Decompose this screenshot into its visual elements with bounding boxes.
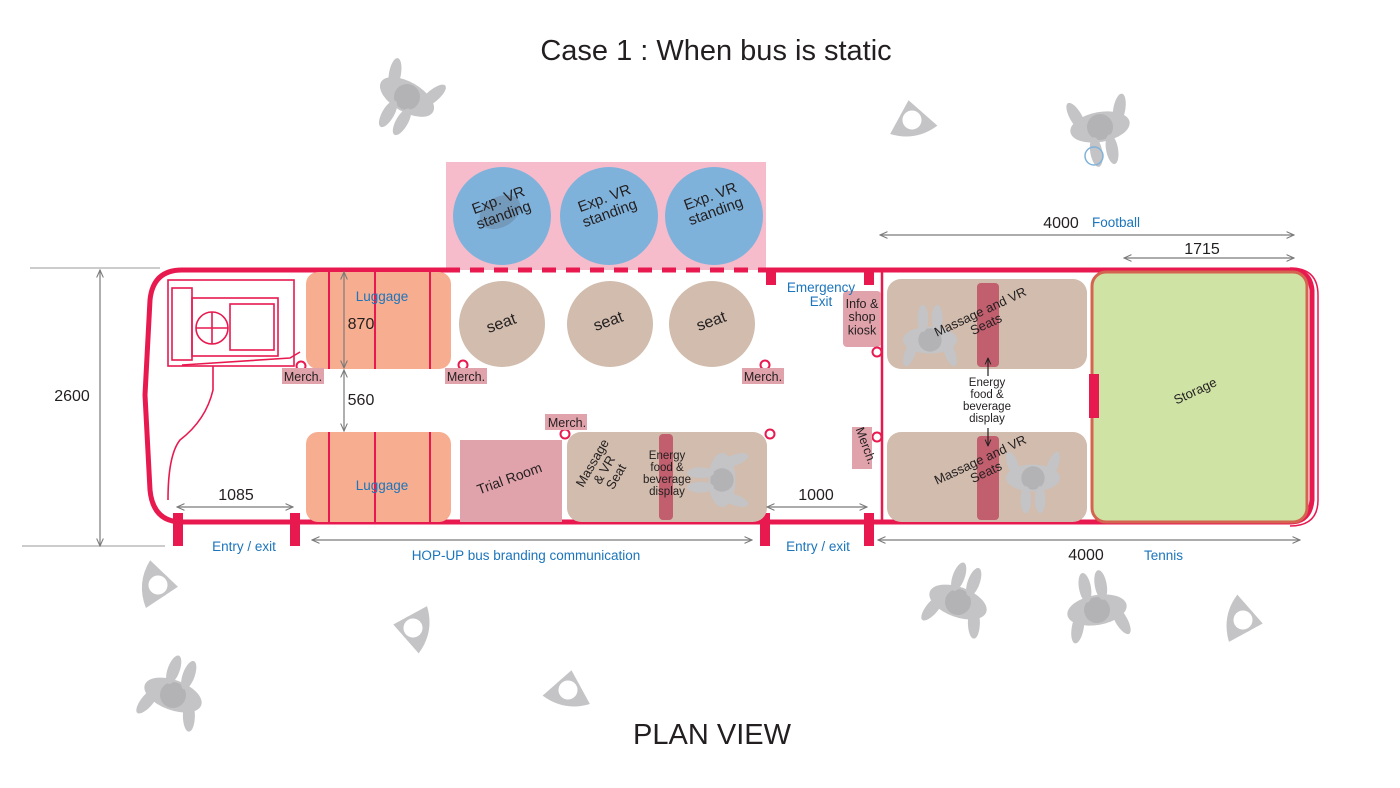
label-line: display xyxy=(649,486,685,498)
merch-label-2: Merch. xyxy=(447,370,485,384)
label-line: beverage xyxy=(643,474,691,486)
merch-label-3: Merch. xyxy=(744,370,782,384)
label-line: display xyxy=(969,413,1005,425)
vr-circle-2 xyxy=(560,167,658,265)
luggage-bottom xyxy=(306,432,451,522)
luggage-bottom-label: Luggage xyxy=(356,478,409,493)
merch-markers xyxy=(295,346,883,443)
tennis-label: Tennis xyxy=(1144,548,1183,563)
branding-label: HOP-UP bus branding communication xyxy=(412,548,641,563)
mid-door-label: Entry / exit xyxy=(786,539,850,554)
door-posts xyxy=(173,513,874,546)
label-line: Energy xyxy=(649,450,686,462)
label-line: food & xyxy=(650,462,684,474)
extension-lines xyxy=(22,267,165,547)
dim-front-door: 1085 xyxy=(218,487,254,504)
dimension-lines xyxy=(100,235,1300,546)
storage-door xyxy=(1089,374,1099,418)
driver-cockpit xyxy=(167,279,301,501)
energy-bottom-label: Energy food & beverage display xyxy=(643,450,691,498)
small-marker-icon xyxy=(1084,146,1104,166)
energy-display-bottom xyxy=(659,434,673,520)
vr-person-silhouette xyxy=(479,194,521,230)
label-line: shop xyxy=(848,310,875,324)
football-label: Football xyxy=(1092,215,1140,230)
luggage-dividers xyxy=(328,272,431,522)
dim-top-span: 4000 xyxy=(1043,215,1079,232)
label-line: Info & xyxy=(846,297,879,311)
dim-gap-2: 560 xyxy=(348,392,375,409)
merch-label-1: Merch. xyxy=(284,370,322,384)
energy-middle-label: Energy food & beverage display xyxy=(963,377,1011,425)
info-kiosk xyxy=(843,291,881,347)
dim-height-total: 2600 xyxy=(54,388,90,405)
label-line: beverage xyxy=(963,401,1011,413)
info-kiosk-label: Info & shop kiosk xyxy=(846,297,879,337)
seat-2 xyxy=(567,281,653,367)
label-line: Energy xyxy=(969,377,1006,389)
merch-label-4: Merch. xyxy=(548,416,586,430)
page-title: Case 1 : When bus is static xyxy=(540,35,891,67)
bus-rear-outline xyxy=(1289,267,1319,527)
emergency-exit-label: Emergency Exit xyxy=(787,280,856,309)
label-line: Emergency xyxy=(787,280,856,295)
front-door-label: Entry / exit xyxy=(212,539,276,554)
trial-room xyxy=(460,440,562,522)
label-line: kiosk xyxy=(848,323,877,337)
dim-storage-span: 1715 xyxy=(1184,241,1220,258)
seat-1 xyxy=(459,281,545,367)
luggage-top-label: Luggage xyxy=(356,289,409,304)
energy-bar-top xyxy=(977,283,999,367)
label-line: food & xyxy=(970,389,1004,401)
merch-tags xyxy=(282,368,872,469)
label-line: Exit xyxy=(810,294,833,309)
dim-gap-1: 870 xyxy=(348,316,375,333)
vr-circle-3 xyxy=(665,167,763,265)
energy-bar-bottom xyxy=(977,436,999,520)
seat-3 xyxy=(669,281,755,367)
plan-view-label: PLAN VIEW xyxy=(633,719,792,751)
dim-bottom-span: 4000 xyxy=(1068,547,1104,564)
dim-mid-door: 1000 xyxy=(798,487,834,504)
